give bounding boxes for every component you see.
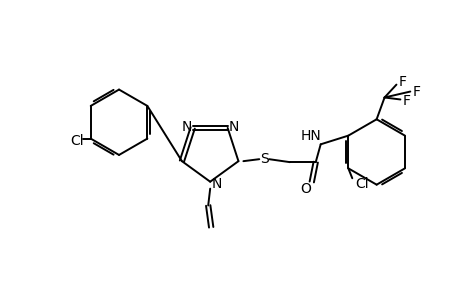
Text: F: F (411, 85, 420, 98)
Text: N: N (228, 120, 238, 134)
Text: N: N (181, 120, 191, 134)
Text: S: S (259, 152, 268, 166)
Text: Cl: Cl (355, 177, 368, 191)
Text: HN: HN (300, 129, 320, 143)
Text: O: O (300, 182, 311, 196)
Text: N: N (212, 177, 222, 191)
Text: F: F (402, 94, 409, 109)
Text: Cl: Cl (70, 134, 84, 148)
Text: F: F (397, 75, 405, 88)
